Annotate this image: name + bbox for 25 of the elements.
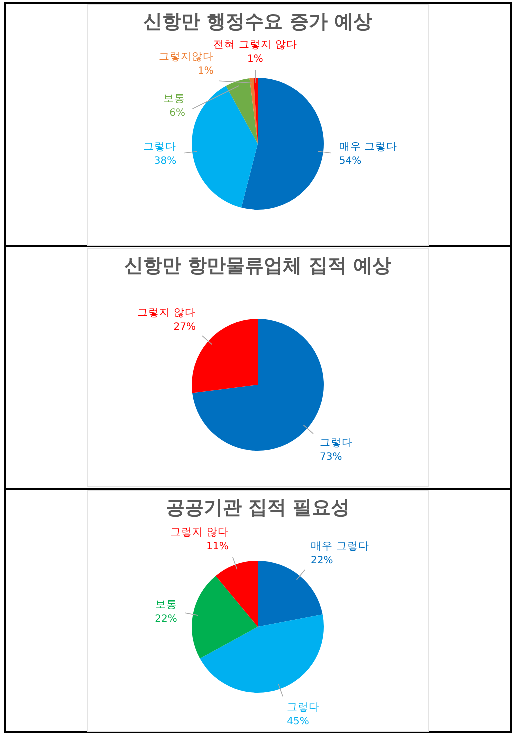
data-label: 6% [170, 108, 186, 119]
data-label: 54% [339, 156, 362, 167]
data-label: 1% [248, 54, 264, 65]
data-label: 27% [174, 322, 196, 334]
slice-label: 보통 [155, 598, 178, 611]
data-label: 1% [198, 66, 214, 77]
slice-label: 전혀 그렇지 않다 [214, 38, 298, 51]
data-label: 22% [155, 614, 178, 625]
slice-label: 그렇다 [287, 700, 320, 713]
slice-label: 매우 그렇다 [339, 140, 398, 153]
data-label: 73% [320, 452, 342, 463]
slice-label: 그렇지 않다 [138, 307, 196, 320]
chart-title: 신항만 항만물류업체 집적 예상 [124, 255, 392, 277]
data-label: 45% [287, 716, 310, 727]
slice-label: 보통 [163, 92, 186, 105]
data-label: 22% [310, 554, 334, 566]
chart-title: 공공기관 집적 필요성 [166, 496, 350, 518]
chart-title: 신항만 행정수요 증가 예상 [144, 10, 372, 33]
slice-label: 그렇다 [144, 140, 177, 153]
data-label: 38% [154, 156, 177, 167]
slice-label: 그렇다 [320, 436, 354, 449]
data-label: 11% [206, 541, 229, 552]
slice-label: 그렇지 않다 [170, 526, 229, 538]
slice-label: 그렇지않다 [158, 50, 214, 63]
slice-label: 매우 그렇다 [310, 540, 370, 552]
